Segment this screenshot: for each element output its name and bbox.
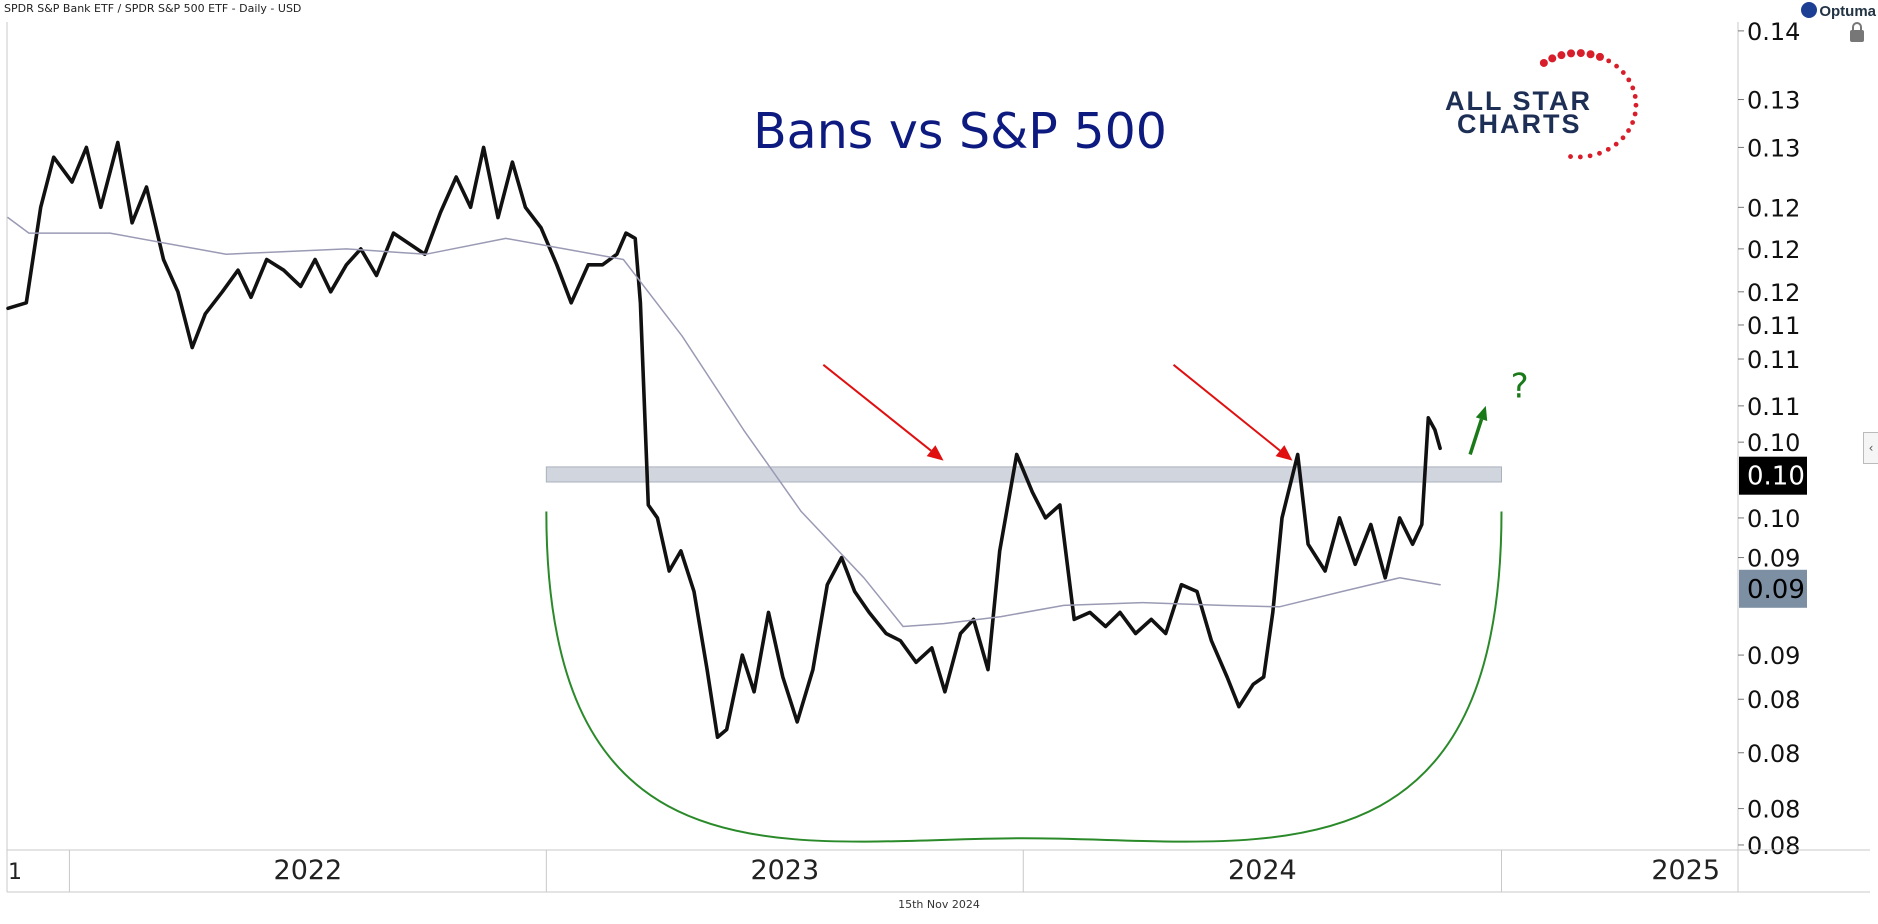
y-tick-label: 0.12 (1747, 236, 1800, 264)
logo-star (1606, 58, 1612, 64)
logo-star (1577, 154, 1583, 160)
arrow-shaft (1468, 418, 1484, 456)
y-tick-label: 0.10 (1747, 505, 1800, 533)
logo-star (1633, 102, 1639, 108)
last-value-badge-box (1739, 456, 1807, 495)
optuma-logo-icon (1801, 2, 1818, 18)
logo-line-1: ALL STAR (1445, 86, 1592, 116)
ma-value-badge-box (1739, 569, 1807, 608)
logo-star (1605, 146, 1611, 152)
y-tick-label: 0.11 (1747, 312, 1800, 340)
question-mark-annotation: ? (1511, 367, 1529, 407)
y-axis: 0.14 0.13 0.13 0.12 0.12 0.12 0.11 0.11 0.11 0.10… (1737, 18, 1807, 892)
collapse-panel-tab[interactable]: ‹ (1863, 432, 1878, 464)
y-tick-label: 0.13 (1747, 87, 1800, 115)
arrow-shaft (822, 364, 932, 452)
y-tick-label: 0.12 (1747, 279, 1800, 307)
y-tick-label: 0.08 (1747, 740, 1800, 768)
y-tick-label: 0.09 (1747, 642, 1800, 670)
logo-star (1614, 63, 1619, 69)
chart-header: SPDR S&P Bank ETF / SPDR S&P 500 ETF - D… (4, 2, 302, 15)
logo-star (1586, 50, 1595, 59)
logo-star (1557, 51, 1566, 60)
y-tick-label: 0.09 (1747, 545, 1800, 573)
last-value-badge-label: 0.10 (1747, 462, 1805, 492)
y-tick-label: 0.13 (1747, 134, 1800, 162)
logo-star (1626, 77, 1632, 83)
logo-star (1548, 54, 1557, 63)
logo-star (1620, 135, 1626, 141)
y-tick-label: 0.14 (1747, 18, 1800, 46)
price-ratio-line (6, 140, 1442, 739)
ma-value-badge: 0.09 (1739, 569, 1807, 608)
y-tick-label: 0.11 (1747, 393, 1800, 421)
arrow-shaft (1172, 364, 1281, 452)
lock-icon[interactable] (1850, 22, 1864, 42)
logo-line-2: CHARTS (1457, 109, 1582, 139)
logo-star (1626, 128, 1631, 133)
x-tick-label: 2024 (1228, 855, 1297, 886)
green-arrow-annotation (1468, 405, 1488, 456)
logo-star (1567, 49, 1576, 58)
arrow-head (1275, 445, 1293, 461)
logo-star (1539, 58, 1548, 67)
plot-area: ? Bans vs S&P 500 (6, 22, 1529, 892)
footer-date: 15th Nov 2024 (898, 898, 980, 911)
optuma-brand: Optuma (1801, 2, 1876, 20)
arrow-head (926, 445, 944, 461)
logo-star (1632, 94, 1638, 99)
y-tick-label: 0.08 (1747, 796, 1800, 824)
ma-value-badge-label: 0.09 (1747, 575, 1805, 605)
logo-star (1576, 49, 1585, 58)
y-tick-label: 0.10 (1747, 429, 1800, 457)
x-tick-label: 2025 (1651, 855, 1720, 886)
logo-star (1632, 111, 1638, 117)
logo-star (1630, 120, 1636, 125)
logo-star (1597, 150, 1602, 156)
logo-star (1568, 154, 1573, 159)
logo-star-ring (1539, 49, 1639, 160)
red-arrow-annotation (822, 364, 944, 461)
y-tick-label: 0.12 (1747, 194, 1800, 222)
last-value-badge: 0.10 (1739, 456, 1807, 495)
logo-star (1613, 141, 1619, 147)
arrow-head (1475, 405, 1488, 422)
logo-star (1620, 70, 1626, 75)
logo-star (1595, 52, 1604, 61)
optuma-brand-label: Optuma (1819, 3, 1876, 20)
chart-title: Bans vs S&P 500 (753, 103, 1167, 160)
x-tick-label: 2023 (750, 855, 819, 886)
logo-star (1630, 85, 1636, 91)
moving-average-line (7, 216, 1441, 628)
x-tick-label: 2022 (274, 855, 343, 886)
red-arrow-annotation (1172, 364, 1293, 461)
y-tick-label: 0.11 (1747, 346, 1800, 374)
y-tick-label: 0.08 (1747, 686, 1800, 714)
logo-star (1587, 153, 1593, 159)
all-star-charts-logo: ALL STAR CHARTS (1445, 49, 1639, 160)
x-axis: 2022 2023 2024 2025 1 (7, 849, 1870, 893)
x-tick-label-partial: 1 (8, 860, 22, 885)
y-tick-label: 0.08 (1747, 832, 1800, 860)
cup-curve-annotation (545, 511, 1503, 843)
